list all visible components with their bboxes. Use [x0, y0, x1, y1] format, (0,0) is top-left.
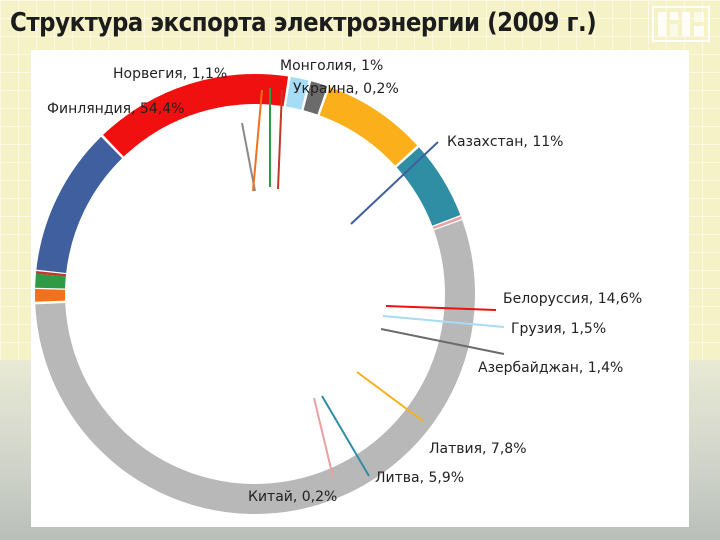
donut-slice	[285, 76, 309, 110]
leader-line	[356, 371, 424, 422]
donut-slice	[396, 147, 461, 226]
slice-label: Финляндия, 54,4%	[47, 101, 184, 117]
donut-chart: Казахстан, 11% Белоруссия, 14,6% Грузия, 1…	[34, 58, 642, 515]
donut-slice	[319, 87, 418, 166]
leader-line	[385, 305, 497, 311]
leader-line	[382, 315, 505, 328]
donut-slice	[432, 216, 462, 230]
leader-line	[380, 328, 505, 355]
leader-line	[313, 397, 334, 478]
leader-line	[321, 395, 370, 477]
slice-label: Украина, 0,2%	[293, 81, 399, 97]
donut-slice	[103, 74, 289, 157]
slice-label: Латвия, 7,8%	[429, 441, 527, 457]
slice-label: Азербайджан, 1,4%	[478, 360, 623, 376]
slice-label: Монголия, 1%	[280, 58, 383, 74]
donut-slice	[34, 289, 66, 302]
donut-slice	[36, 136, 123, 273]
leader-line	[241, 122, 256, 192]
slice-label: Норвегия, 1,1%	[113, 66, 227, 82]
slide-title: Структура экспорта электроэнергии (2009 …	[10, 8, 597, 38]
leader-line	[252, 89, 263, 192]
leader-line	[277, 89, 283, 190]
slice-label: Китай, 0,2%	[248, 489, 337, 505]
logo-icon	[652, 6, 710, 42]
slice-label: Литва, 5,9%	[375, 470, 464, 486]
donut-slice	[35, 271, 67, 277]
chart-panel: Казахстан, 11% Белоруссия, 14,6% Грузия, 1…	[31, 50, 689, 527]
slice-label: Белоруссия, 14,6%	[503, 291, 642, 307]
donut-slice	[35, 273, 66, 289]
slice-label: Казахстан, 11%	[447, 134, 563, 150]
leader-line	[350, 141, 439, 225]
donut-slice	[303, 81, 328, 115]
slice-label: Грузия, 1,5%	[511, 321, 606, 337]
